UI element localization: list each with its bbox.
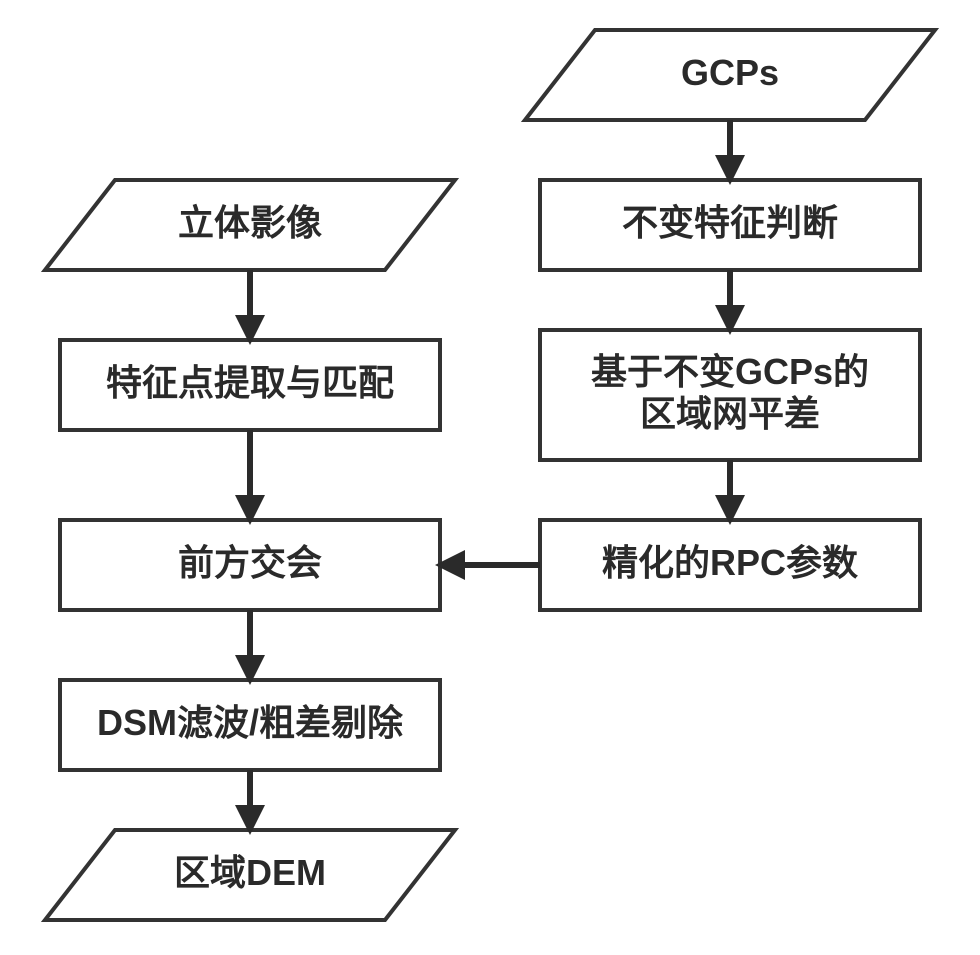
node-label-gcps: GCPs [681,52,779,93]
node-stereo: 立体影像 [45,180,455,270]
node-dsm: DSM滤波/粗差剔除 [60,680,440,770]
node-block_adj: 基于不变GCPs的区域网平差 [540,330,920,460]
node-label-stereo: 立体影像 [178,202,322,243]
node-label-dsm: DSM滤波/粗差剔除 [97,702,404,743]
node-label-rpc: 精化的RPC参数 [602,542,858,583]
node-label-invariant: 不变特征判断 [622,202,838,243]
node-label-dem: 区域DEM [174,852,326,893]
node-dem: 区域DEM [45,830,455,920]
flowchart-canvas: GCPs 不变特征判断基于不变GCPs的区域网平差精化的RPC参数 立体影像特征点提… [0,0,980,955]
node-invariant: 不变特征判断 [540,180,920,270]
node-label-feature: 特征点提取与匹配 [106,362,394,403]
node-rpc: 精化的RPC参数 [540,520,920,610]
node-gcps: GCPs [525,30,935,120]
node-label-intersection: 前方交会 [178,542,322,583]
node-feature: 特征点提取与匹配 [60,340,440,430]
node-intersection: 前方交会 [60,520,440,610]
